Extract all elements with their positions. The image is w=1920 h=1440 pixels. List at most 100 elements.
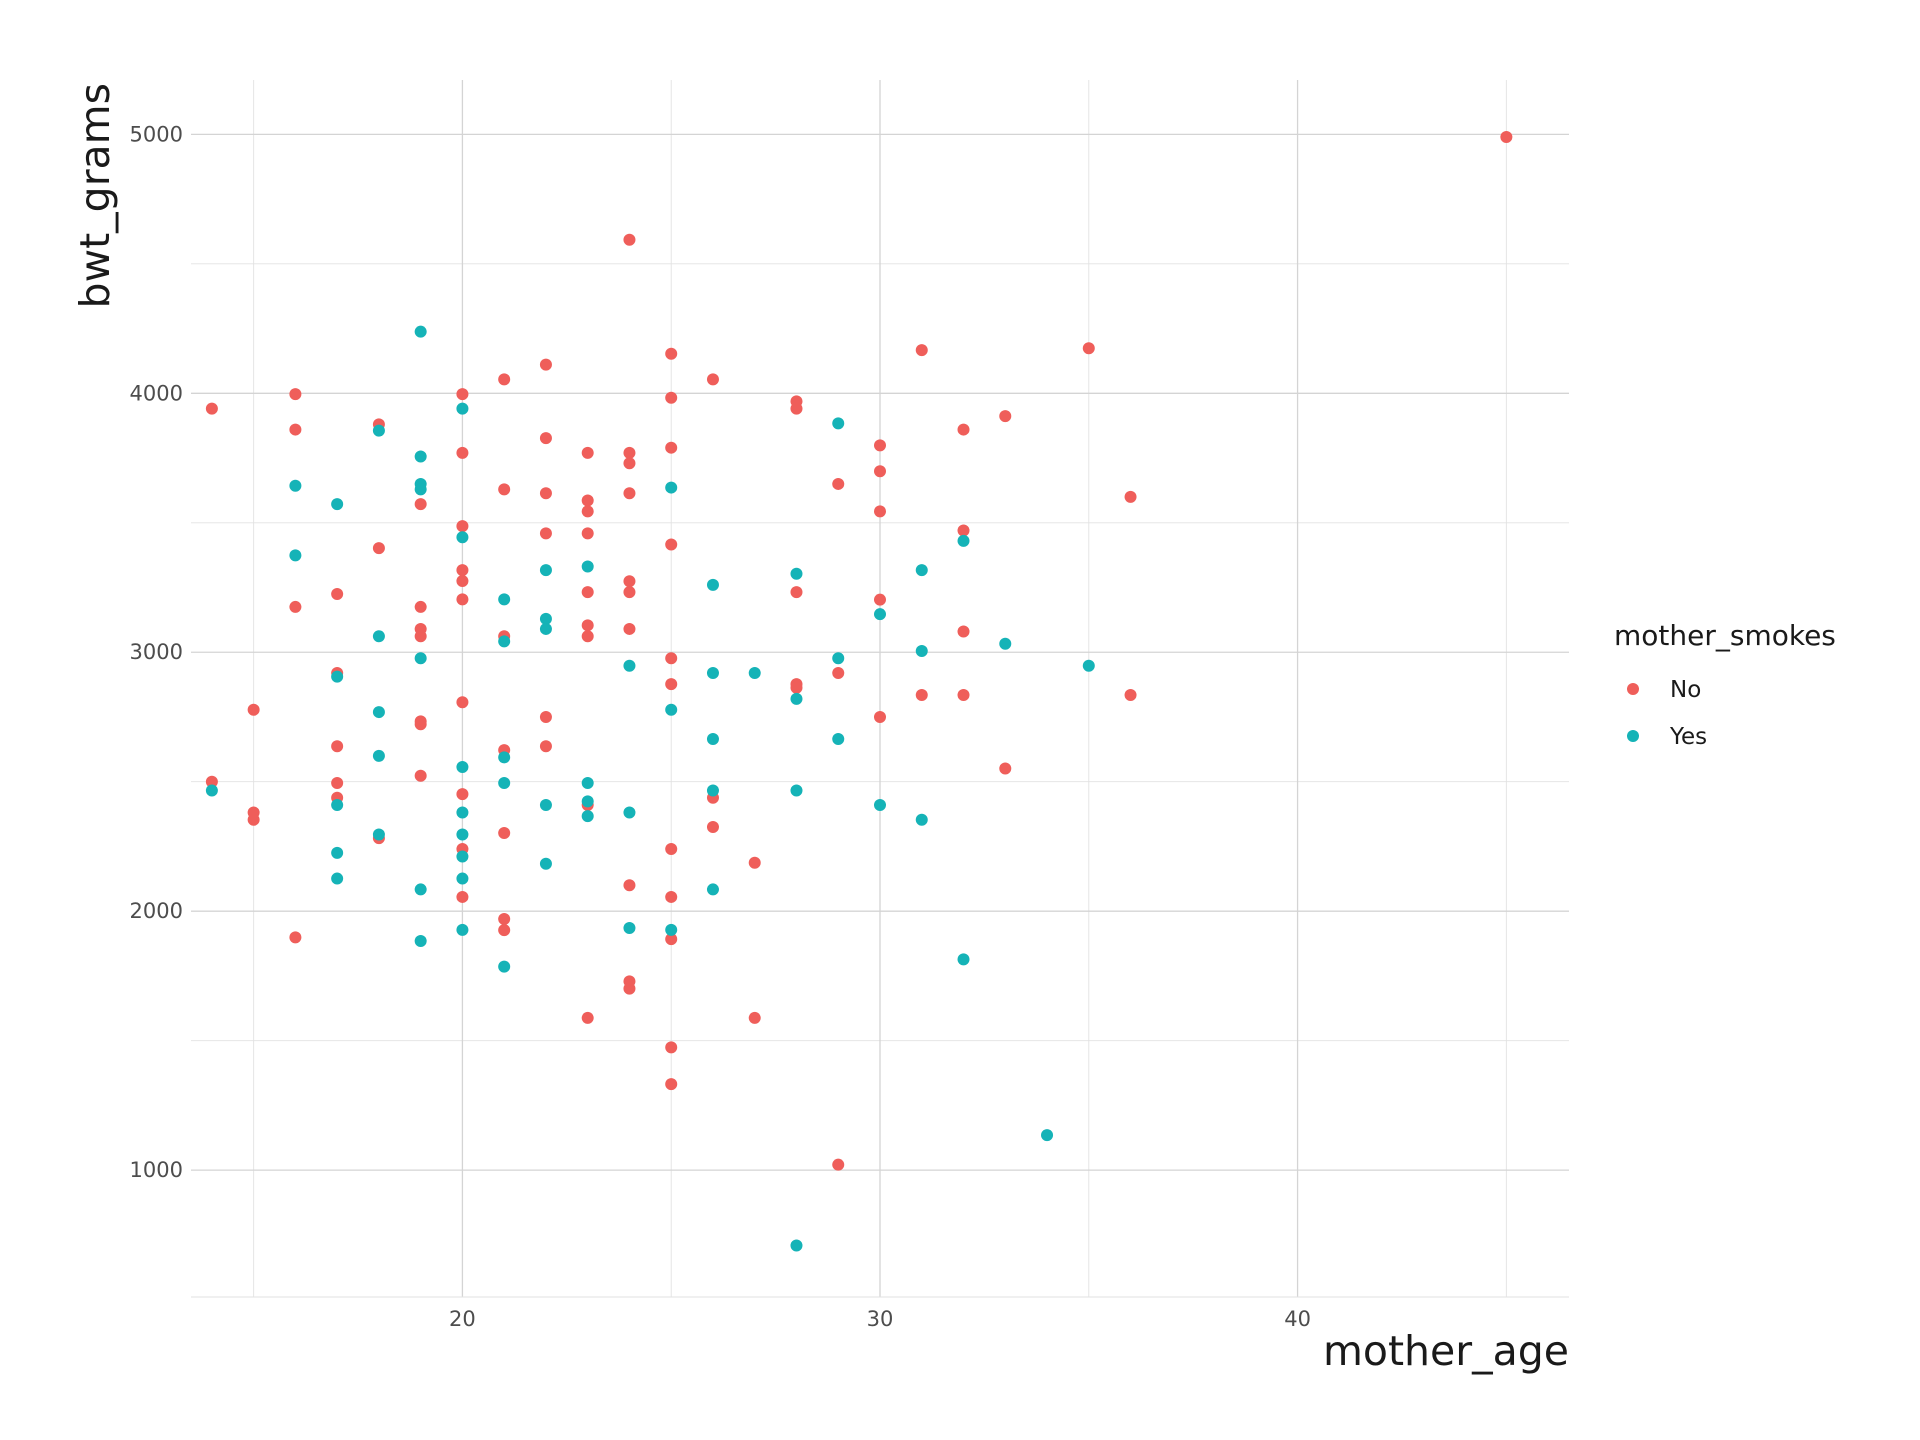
data-point-no	[957, 625, 970, 638]
y-axis-title: bwt_grams	[71, 83, 119, 308]
data-point-no	[205, 775, 218, 788]
data-point-no	[1500, 130, 1513, 143]
data-point-yes	[790, 567, 803, 580]
data-point-no	[623, 446, 636, 459]
data-point-no	[623, 575, 636, 588]
data-point-yes	[331, 846, 344, 859]
data-point-yes	[706, 578, 719, 591]
legend-label-no: No	[1670, 677, 1701, 703]
data-point-no	[289, 423, 302, 436]
data-point-yes	[289, 479, 302, 492]
data-point-no	[915, 688, 928, 701]
data-point-no	[498, 826, 511, 839]
data-point-no	[581, 630, 594, 643]
data-point-no	[1082, 342, 1095, 355]
data-point-yes	[665, 923, 678, 936]
data-point-yes	[706, 732, 719, 745]
data-point-no	[665, 933, 678, 946]
data-point-yes	[456, 850, 469, 863]
data-point-no	[414, 769, 427, 782]
data-point-no	[623, 622, 636, 635]
data-point-yes	[372, 749, 385, 762]
data-point-yes	[706, 666, 719, 679]
data-point-yes	[581, 810, 594, 823]
data-point-no	[581, 527, 594, 540]
data-point-no	[915, 344, 928, 357]
data-point-yes	[539, 622, 552, 635]
data-point-yes	[874, 799, 886, 812]
data-point-no	[414, 498, 427, 511]
data-point-yes	[289, 549, 302, 562]
data-point-yes	[331, 799, 344, 812]
data-point-no	[748, 1011, 761, 1024]
data-point-yes	[999, 637, 1012, 650]
data-point-yes	[498, 635, 511, 648]
data-point-yes	[456, 760, 469, 773]
data-point-no	[623, 879, 636, 892]
data-point-no	[874, 593, 886, 606]
data-point-no	[999, 762, 1012, 775]
data-point-no	[289, 600, 302, 613]
data-point-yes	[790, 1239, 803, 1252]
data-point-yes	[665, 481, 678, 494]
data-point-yes	[414, 325, 427, 338]
data-point-yes	[539, 799, 552, 812]
data-point-no	[456, 446, 469, 459]
data-point-yes	[957, 534, 970, 547]
data-point-no	[581, 446, 594, 459]
data-point-yes	[372, 706, 385, 719]
data-point-yes	[915, 813, 928, 826]
data-point-no	[456, 788, 469, 801]
data-point-yes	[539, 857, 552, 870]
data-point-no	[665, 843, 678, 856]
x-tick-label: 30	[867, 1307, 894, 1331]
data-point-no	[456, 575, 469, 588]
legend: mother_smokes No Yes	[1614, 619, 1836, 750]
data-point-no	[331, 777, 344, 790]
data-point-yes	[915, 644, 928, 657]
data-point-yes	[539, 564, 552, 577]
data-point-no	[790, 402, 803, 415]
data-point-yes	[331, 872, 344, 885]
data-point-no	[999, 410, 1012, 423]
data-point-yes	[498, 593, 511, 606]
legend-key-yes	[1627, 730, 1639, 742]
legend-entries: No Yes	[1627, 677, 1707, 750]
data-point-yes	[832, 732, 845, 745]
y-tick-label: 3000	[130, 640, 183, 664]
data-point-no	[665, 678, 678, 691]
data-point-no	[623, 982, 636, 995]
data-point-no	[706, 821, 719, 834]
data-point-yes	[456, 531, 469, 544]
data-point-no	[665, 347, 678, 360]
data-point-no	[539, 527, 552, 540]
data-point-no	[372, 542, 385, 555]
data-point-yes	[1041, 1129, 1054, 1142]
data-point-no	[539, 358, 552, 371]
data-point-yes	[331, 498, 344, 511]
data-point-no	[957, 688, 970, 701]
data-point-no	[957, 524, 970, 537]
data-point-yes	[581, 795, 594, 808]
grid-lines	[191, 80, 1569, 1298]
data-point-no	[539, 432, 552, 445]
data-point-no	[874, 439, 886, 452]
data-point-yes	[832, 417, 845, 430]
data-point-no	[665, 652, 678, 665]
data-point-no	[331, 587, 344, 600]
data-point-no	[331, 740, 344, 753]
data-point-no	[832, 666, 845, 679]
data-point-yes	[623, 659, 636, 672]
data-point-yes	[456, 806, 469, 819]
data-point-no	[414, 630, 427, 643]
data-point-yes	[414, 450, 427, 463]
data-point-no	[665, 441, 678, 454]
data-point-yes	[790, 692, 803, 705]
data-point-no	[623, 586, 636, 599]
legend-title: mother_smokes	[1614, 619, 1836, 652]
data-point-yes	[957, 953, 970, 966]
data-point-no	[456, 564, 469, 577]
data-point-yes	[706, 784, 719, 797]
data-point-no	[498, 373, 511, 386]
